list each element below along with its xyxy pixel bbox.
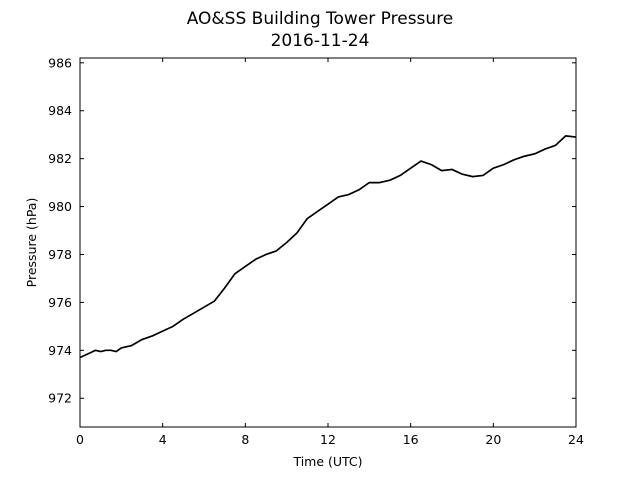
y-tick-label: 976: [48, 295, 72, 310]
y-tick-label: 972: [48, 391, 72, 406]
x-tick-label: 24: [568, 432, 584, 447]
y-axis-label: Pressure (hPa): [24, 198, 39, 288]
x-tick-label: 20: [485, 432, 501, 447]
y-tick-label: 986: [48, 55, 72, 70]
y-tick-label: 978: [48, 247, 72, 262]
x-tick-label: 12: [320, 432, 336, 447]
series-line: [79, 135, 577, 359]
x-axis-label: Time (UTC): [292, 454, 362, 469]
x-tick-label: 8: [241, 432, 249, 447]
y-tick-label: 980: [48, 199, 72, 214]
chart-subtitle: 2016-11-24: [271, 31, 370, 51]
y-tick-label: 982: [48, 151, 72, 166]
chart-title: AO&SS Building Tower Pressure: [187, 9, 454, 29]
plot-frame: [79, 57, 577, 428]
x-tick-label: 4: [159, 432, 167, 447]
y-axis-ticks: 972 974 976 978 980 982 984 986: [48, 55, 576, 406]
y-tick-label: 974: [48, 343, 72, 358]
x-tick-label: 0: [76, 432, 84, 447]
x-tick-label: 16: [403, 432, 419, 447]
y-tick-label: 984: [48, 103, 72, 118]
x-axis-ticks: 0 4 8 12 16 20 24: [76, 58, 584, 447]
